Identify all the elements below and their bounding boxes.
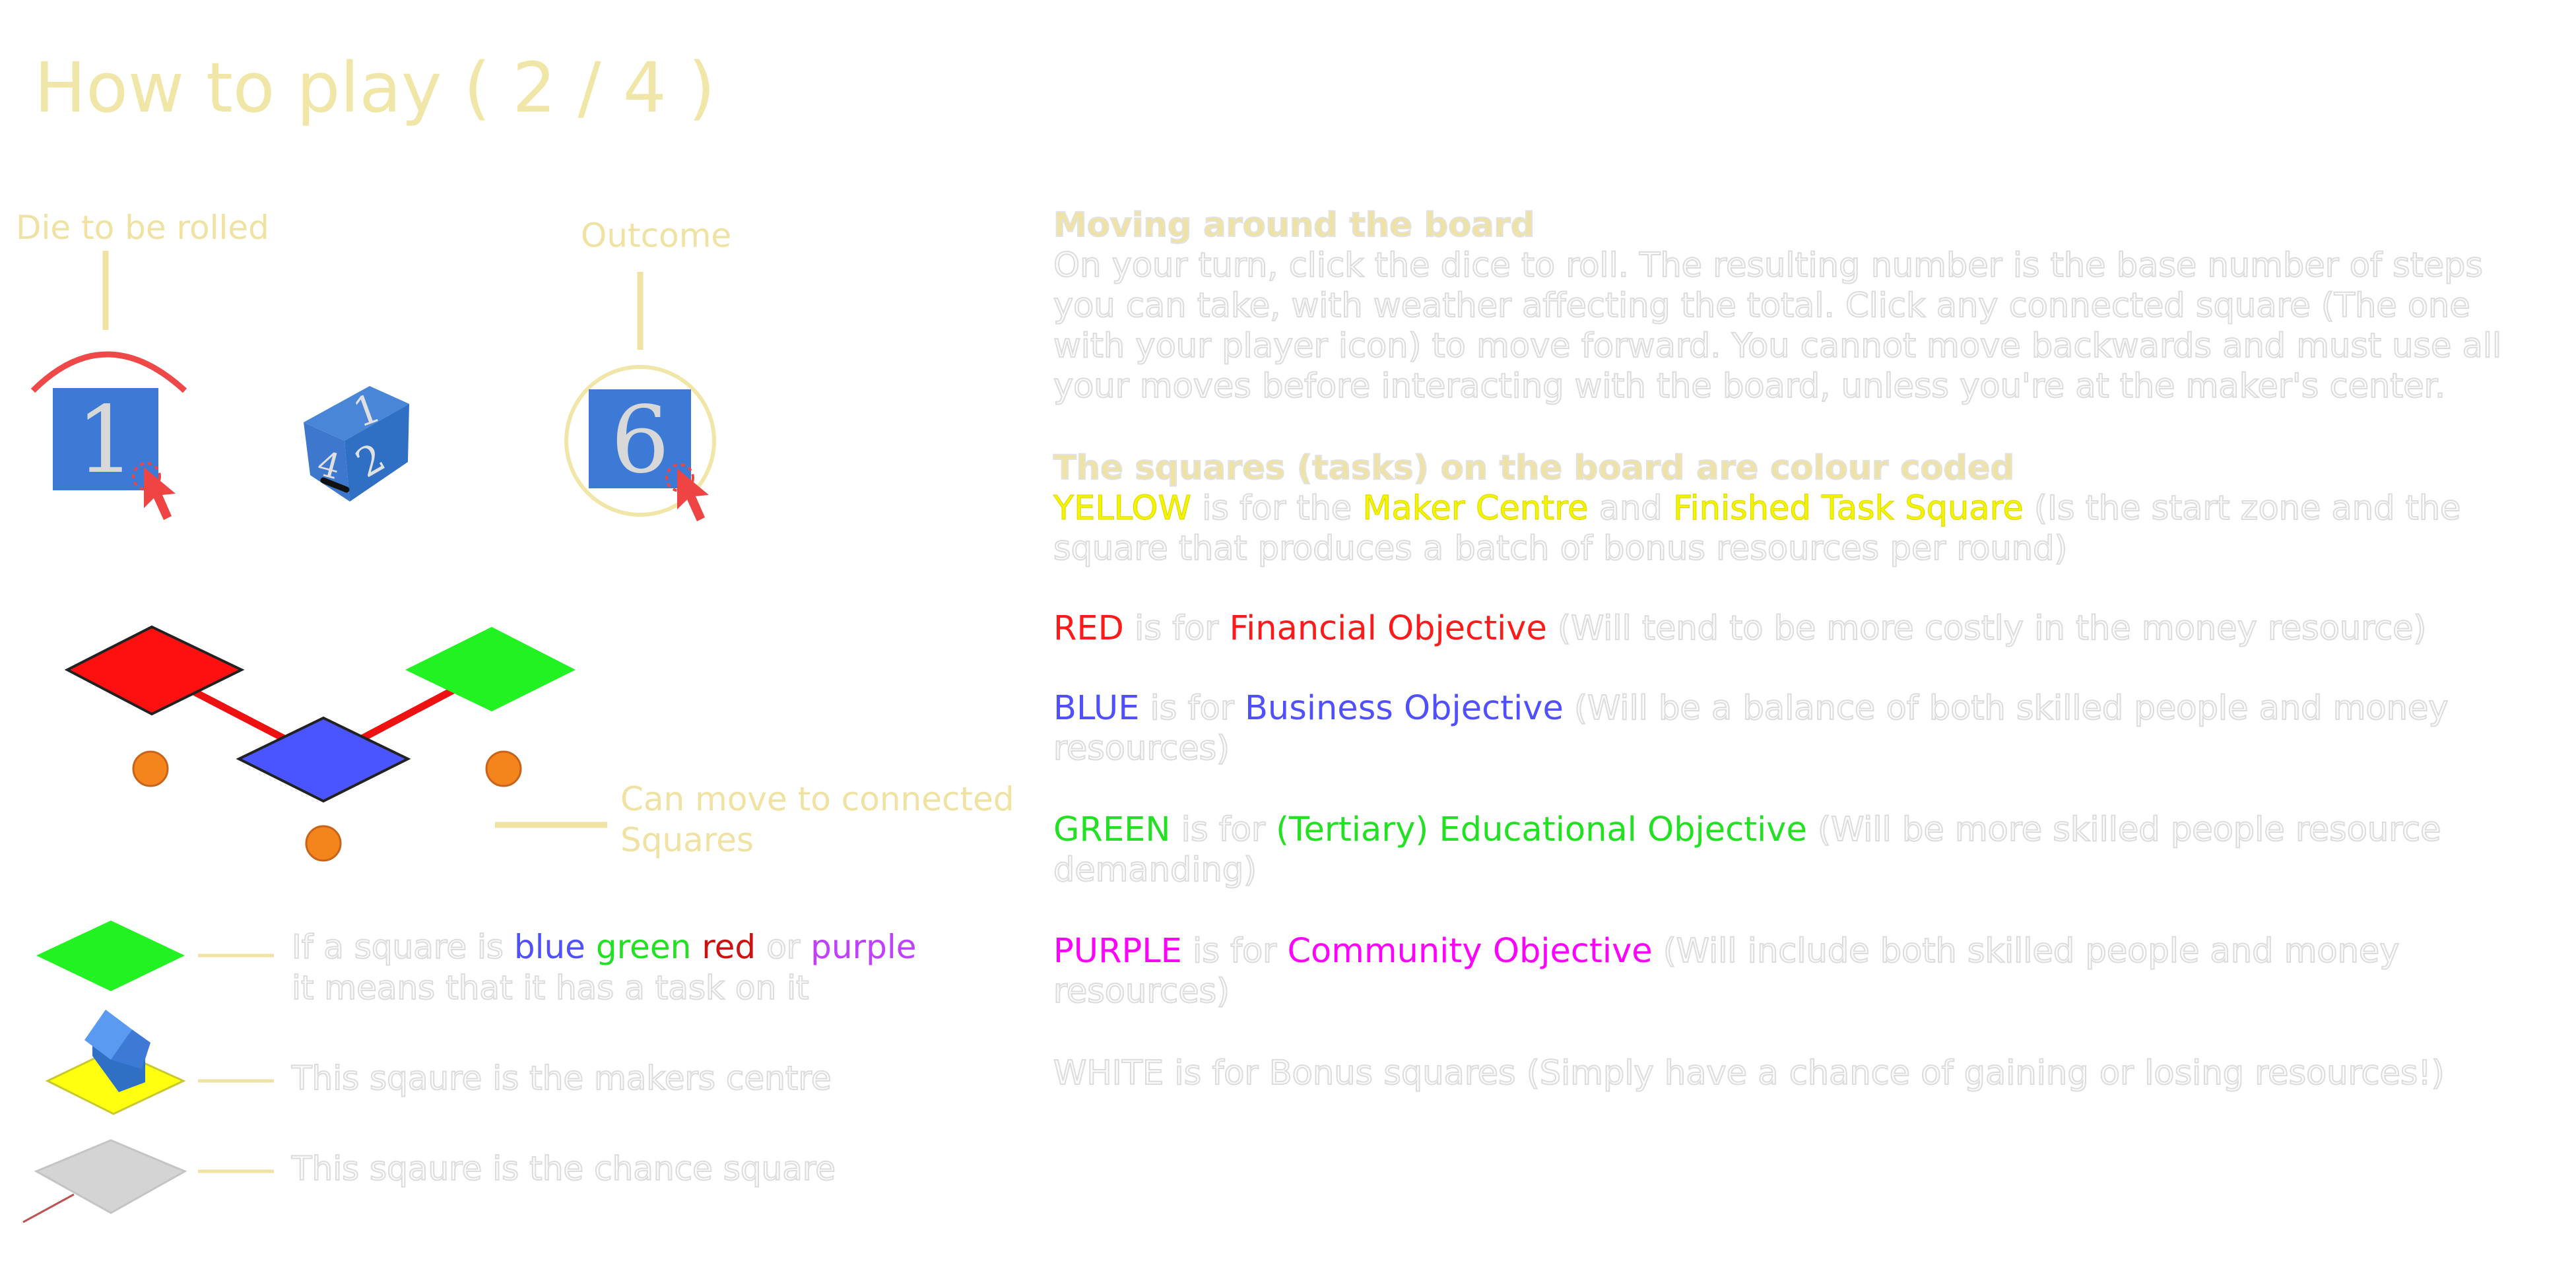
- yellow-desc2: square that produces a batch of bonus re…: [1053, 529, 2068, 569]
- purple-desc1: (Will include both skilled people and mo…: [1663, 931, 2400, 971]
- die-button[interactable]: 1: [30, 351, 187, 520]
- legend-makers-text: This sqaure is the makers centre: [291, 1058, 832, 1098]
- purple-obj: Community Objective: [1287, 932, 1653, 971]
- green-desc1: (Will be more skilled people resource: [1817, 810, 2441, 850]
- legend-line2: it means that it has a task on it: [291, 968, 810, 1008]
- red-name: RED: [1053, 609, 1124, 648]
- red-square: [64, 625, 245, 716]
- red-obj: Financial Objective: [1229, 609, 1547, 648]
- yellow-and: and: [1599, 488, 1663, 529]
- moving-paragraph: On your turn, click the dice to roll. Th…: [1053, 245, 2525, 406]
- legend-chance-text: This sqaure is the chance square: [291, 1149, 836, 1188]
- rolling-die-icon: 1 2 4: [304, 385, 409, 502]
- makers-centre-icon: [45, 1010, 186, 1115]
- player-token-icon: [132, 750, 169, 787]
- legend-blue: blue: [513, 928, 585, 966]
- outcome-face-number: 6: [611, 387, 669, 494]
- blue-desc1: (Will be a balance of both skilled peopl…: [1573, 688, 2449, 729]
- cursor-click-icon: [132, 462, 176, 520]
- player-token-icon: [305, 825, 342, 862]
- red-desc: (Will tend to be more costly in the mone…: [1557, 608, 2427, 649]
- moving-line: with your player icon) to move forward. …: [1053, 326, 2502, 366]
- connect-label-line2: Squares: [620, 821, 754, 859]
- green-square: [405, 627, 576, 711]
- moving-line: your moves before interacting with the b…: [1053, 366, 2446, 406]
- player-token-icon: [485, 750, 522, 787]
- legend-or: or: [766, 927, 801, 967]
- blue-rule: BLUE is for Business Objective (Will be …: [1053, 688, 2525, 769]
- moving-line: On your turn, click the dice to roll. Th…: [1053, 245, 2484, 286]
- yellow-obj1: Maker Centre: [1362, 489, 1589, 529]
- yellow-name: YELLOW: [1053, 489, 1192, 529]
- squares-heading: The squares (tasks) on the board are col…: [1053, 448, 2015, 488]
- blue-square: [236, 716, 411, 803]
- green-name: GREEN: [1053, 810, 1171, 849]
- red-rule: RED is for Financial Objective (Will ten…: [1053, 608, 2525, 649]
- moving-heading: Moving around the board: [1053, 205, 1535, 245]
- connect-label-line1: Can move to connected: [620, 780, 1014, 818]
- red-is-for: is for: [1134, 608, 1219, 649]
- legend-shapes: [22, 921, 274, 1223]
- die-face-number: 1: [76, 387, 135, 494]
- green-square-icon: [36, 921, 185, 991]
- blue-name: BLUE: [1053, 689, 1140, 728]
- outcome-die-face: [589, 389, 691, 488]
- cursor-click-icon: [665, 463, 709, 521]
- green-is-for: is for: [1181, 810, 1266, 850]
- outcome-die: 6: [564, 365, 716, 521]
- yellow-is-for: is for the: [1201, 488, 1352, 529]
- yellow-desc1: (Is the start zone and the: [2033, 488, 2461, 529]
- connect-label: Can move to connected Squares: [620, 779, 1014, 861]
- yellow-rule: YELLOW is for the Maker Centre and Finis…: [1053, 488, 2525, 569]
- legend-green: green: [595, 928, 692, 966]
- purple-rule: PURPLE is for Community Objective (Will …: [1053, 931, 2525, 1012]
- legend-coloured-text: If a square is blue green red or purple …: [291, 926, 917, 1008]
- outcome-highlight-circle: [564, 365, 716, 517]
- purple-is-for: is for: [1192, 931, 1277, 971]
- purple-desc2: resources): [1053, 971, 1230, 1012]
- legend-prefix: If a square is: [291, 927, 504, 967]
- roll-arc-icon: [30, 351, 187, 393]
- board-connection-diagram: [64, 625, 607, 862]
- chance-square-icon: [22, 1139, 187, 1223]
- white-rule: WHITE is for Bonus squares (Simply have …: [1053, 1053, 2445, 1093]
- yellow-obj2: Finished Task Square: [1672, 489, 2024, 529]
- die-face: [53, 388, 158, 490]
- purple-name: PURPLE: [1053, 932, 1182, 971]
- blue-desc2: resources): [1053, 729, 1230, 769]
- green-obj: (Tertiary) Educational Objective: [1276, 810, 1807, 849]
- green-desc2: demanding): [1053, 850, 1257, 890]
- outcome-label: Outcome: [581, 216, 732, 255]
- green-rule: GREEN is for (Tertiary) Educational Obje…: [1053, 810, 2525, 890]
- blue-obj: Business Objective: [1244, 689, 1564, 728]
- moving-line: you can take, with weather affecting the…: [1053, 286, 2471, 326]
- die-label: Die to be rolled: [16, 209, 269, 247]
- blue-is-for: is for: [1150, 688, 1235, 729]
- legend-red: red: [702, 928, 756, 966]
- legend-purple: purple: [810, 928, 917, 966]
- page-title: How to play ( 2 / 4 ): [34, 48, 715, 128]
